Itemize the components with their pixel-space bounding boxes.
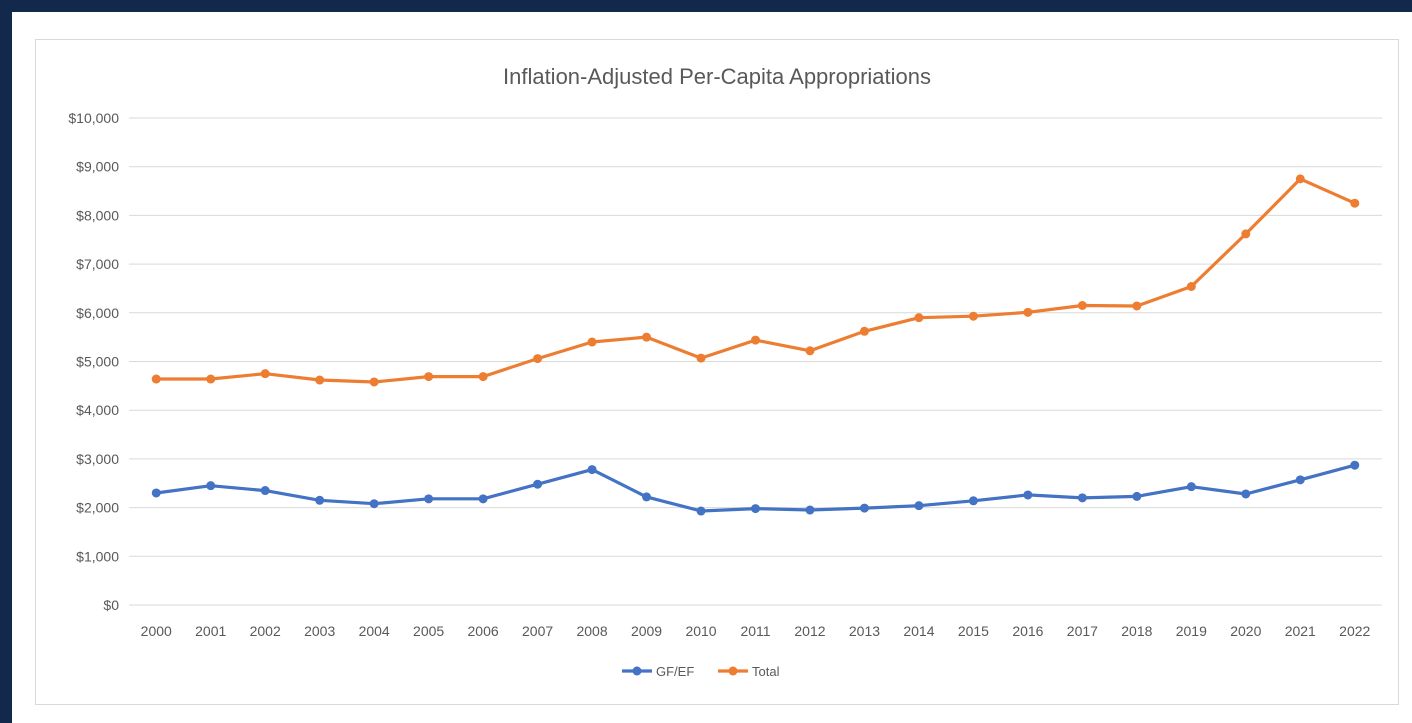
data-point-total [914,313,924,323]
data-point-gf-ef [315,495,325,505]
data-point-gf-ef [533,479,543,489]
x-tick-label: 2002 [250,623,281,639]
data-point-gf-ef [424,494,434,504]
data-point-gf-ef [1241,489,1251,499]
legend-marker-total [728,666,738,676]
data-point-gf-ef [1350,460,1360,470]
x-tick-label: 2006 [468,623,499,639]
x-tick-label: 2020 [1230,623,1261,639]
x-tick-label: 2014 [903,623,934,639]
y-tick-label: $8,000 [76,207,119,223]
x-tick-label: 2003 [304,623,335,639]
data-point-total [424,372,434,382]
data-point-gf-ef [914,501,924,511]
data-point-gf-ef [1023,490,1033,500]
gridlines [129,117,1382,606]
line-chart: Inflation-Adjusted Per-Capita Appropriat… [68,64,1382,679]
y-axis-ticks: $0 $1,000 $2,000 $3,000 $4,000 $5,000 $6,000 $7… [68,110,119,613]
data-point-total [206,374,216,384]
data-point-total [805,346,815,356]
data-point-gf-ef [369,499,379,509]
x-tick-label: 2018 [1121,623,1152,639]
data-point-gf-ef [751,504,760,514]
data-point-total [696,353,706,363]
data-point-total [533,354,543,364]
y-tick-label: $2,000 [76,500,119,516]
data-point-total [642,332,652,342]
x-tick-label: 2009 [631,623,662,639]
data-point-total [1350,198,1360,208]
legend-label-total: Total [752,664,780,679]
data-point-gf-ef [478,494,488,504]
x-tick-label: 2010 [685,623,716,639]
y-tick-label: $5,000 [76,354,119,370]
y-tick-label: $9,000 [76,159,119,175]
x-tick-label: 2011 [740,623,770,639]
data-point-gf-ef [968,496,978,506]
legend: GF/EF Total [622,664,780,679]
data-point-total [1023,307,1033,317]
data-point-total [1077,300,1087,310]
x-tick-label: 2008 [576,623,607,639]
data-point-gf-ef [1077,493,1087,503]
x-tick-label: 2007 [522,623,553,639]
data-point-gf-ef [696,506,706,516]
legend-label-gf-ef: GF/EF [656,664,694,679]
data-point-gf-ef [859,503,869,513]
data-point-total [478,372,488,382]
data-point-gf-ef [151,488,161,498]
y-tick-label: $6,000 [76,305,119,321]
y-tick-label: $0 [103,597,119,613]
data-point-total [260,369,270,379]
x-tick-label: 2012 [794,623,825,639]
x-tick-label: 2021 [1285,623,1316,639]
data-point-total [1241,229,1251,239]
y-tick-label: $10,000 [68,110,119,126]
x-tick-label: 2001 [195,623,226,639]
x-tick-label: 2004 [359,623,390,639]
x-tick-label: 2022 [1339,623,1370,639]
x-tick-label: 2000 [141,623,172,639]
chart-area: Inflation-Adjusted Per-Capita Appropriat… [35,39,1399,705]
data-point-total [1186,282,1196,292]
data-point-gf-ef [1295,475,1305,485]
x-tick-label: 2015 [958,623,989,639]
y-tick-label: $7,000 [76,256,119,272]
y-tick-label: $4,000 [76,402,119,418]
data-point-total [968,311,978,321]
x-tick-label: 2005 [413,623,444,639]
data-point-total [151,374,161,384]
data-point-total [587,337,597,347]
data-point-gf-ef [587,465,597,475]
y-tick-label: $1,000 [76,548,119,564]
x-tick-label: 2017 [1067,623,1098,639]
x-tick-label: 2013 [849,623,880,639]
data-point-gf-ef [642,492,652,502]
slide-frame: Inflation-Adjusted Per-Capita Appropriat… [12,12,1412,723]
data-point-gf-ef [1132,491,1142,501]
data-point-total [751,335,760,345]
data-point-gf-ef [206,481,216,491]
y-tick-label: $3,000 [76,451,119,467]
x-tick-label: 2016 [1012,623,1043,639]
data-point-gf-ef [260,486,270,496]
data-point-gf-ef [1186,482,1196,492]
chart-title: Inflation-Adjusted Per-Capita Appropriat… [503,64,931,89]
data-point-total [859,326,869,336]
x-tick-label: 2019 [1176,623,1207,639]
data-point-gf-ef [805,505,815,515]
data-point-total [1132,301,1142,311]
data-point-total [315,375,325,385]
series-line-total [154,177,1357,384]
data-point-total [1295,174,1305,184]
legend-marker-gf-ef [632,666,642,676]
series-lines [151,174,1360,516]
data-point-total [369,377,379,387]
x-axis-ticks: 2000 2001 2002 2003 2004 2005 2006 2007 2008 2009… [141,623,1371,639]
